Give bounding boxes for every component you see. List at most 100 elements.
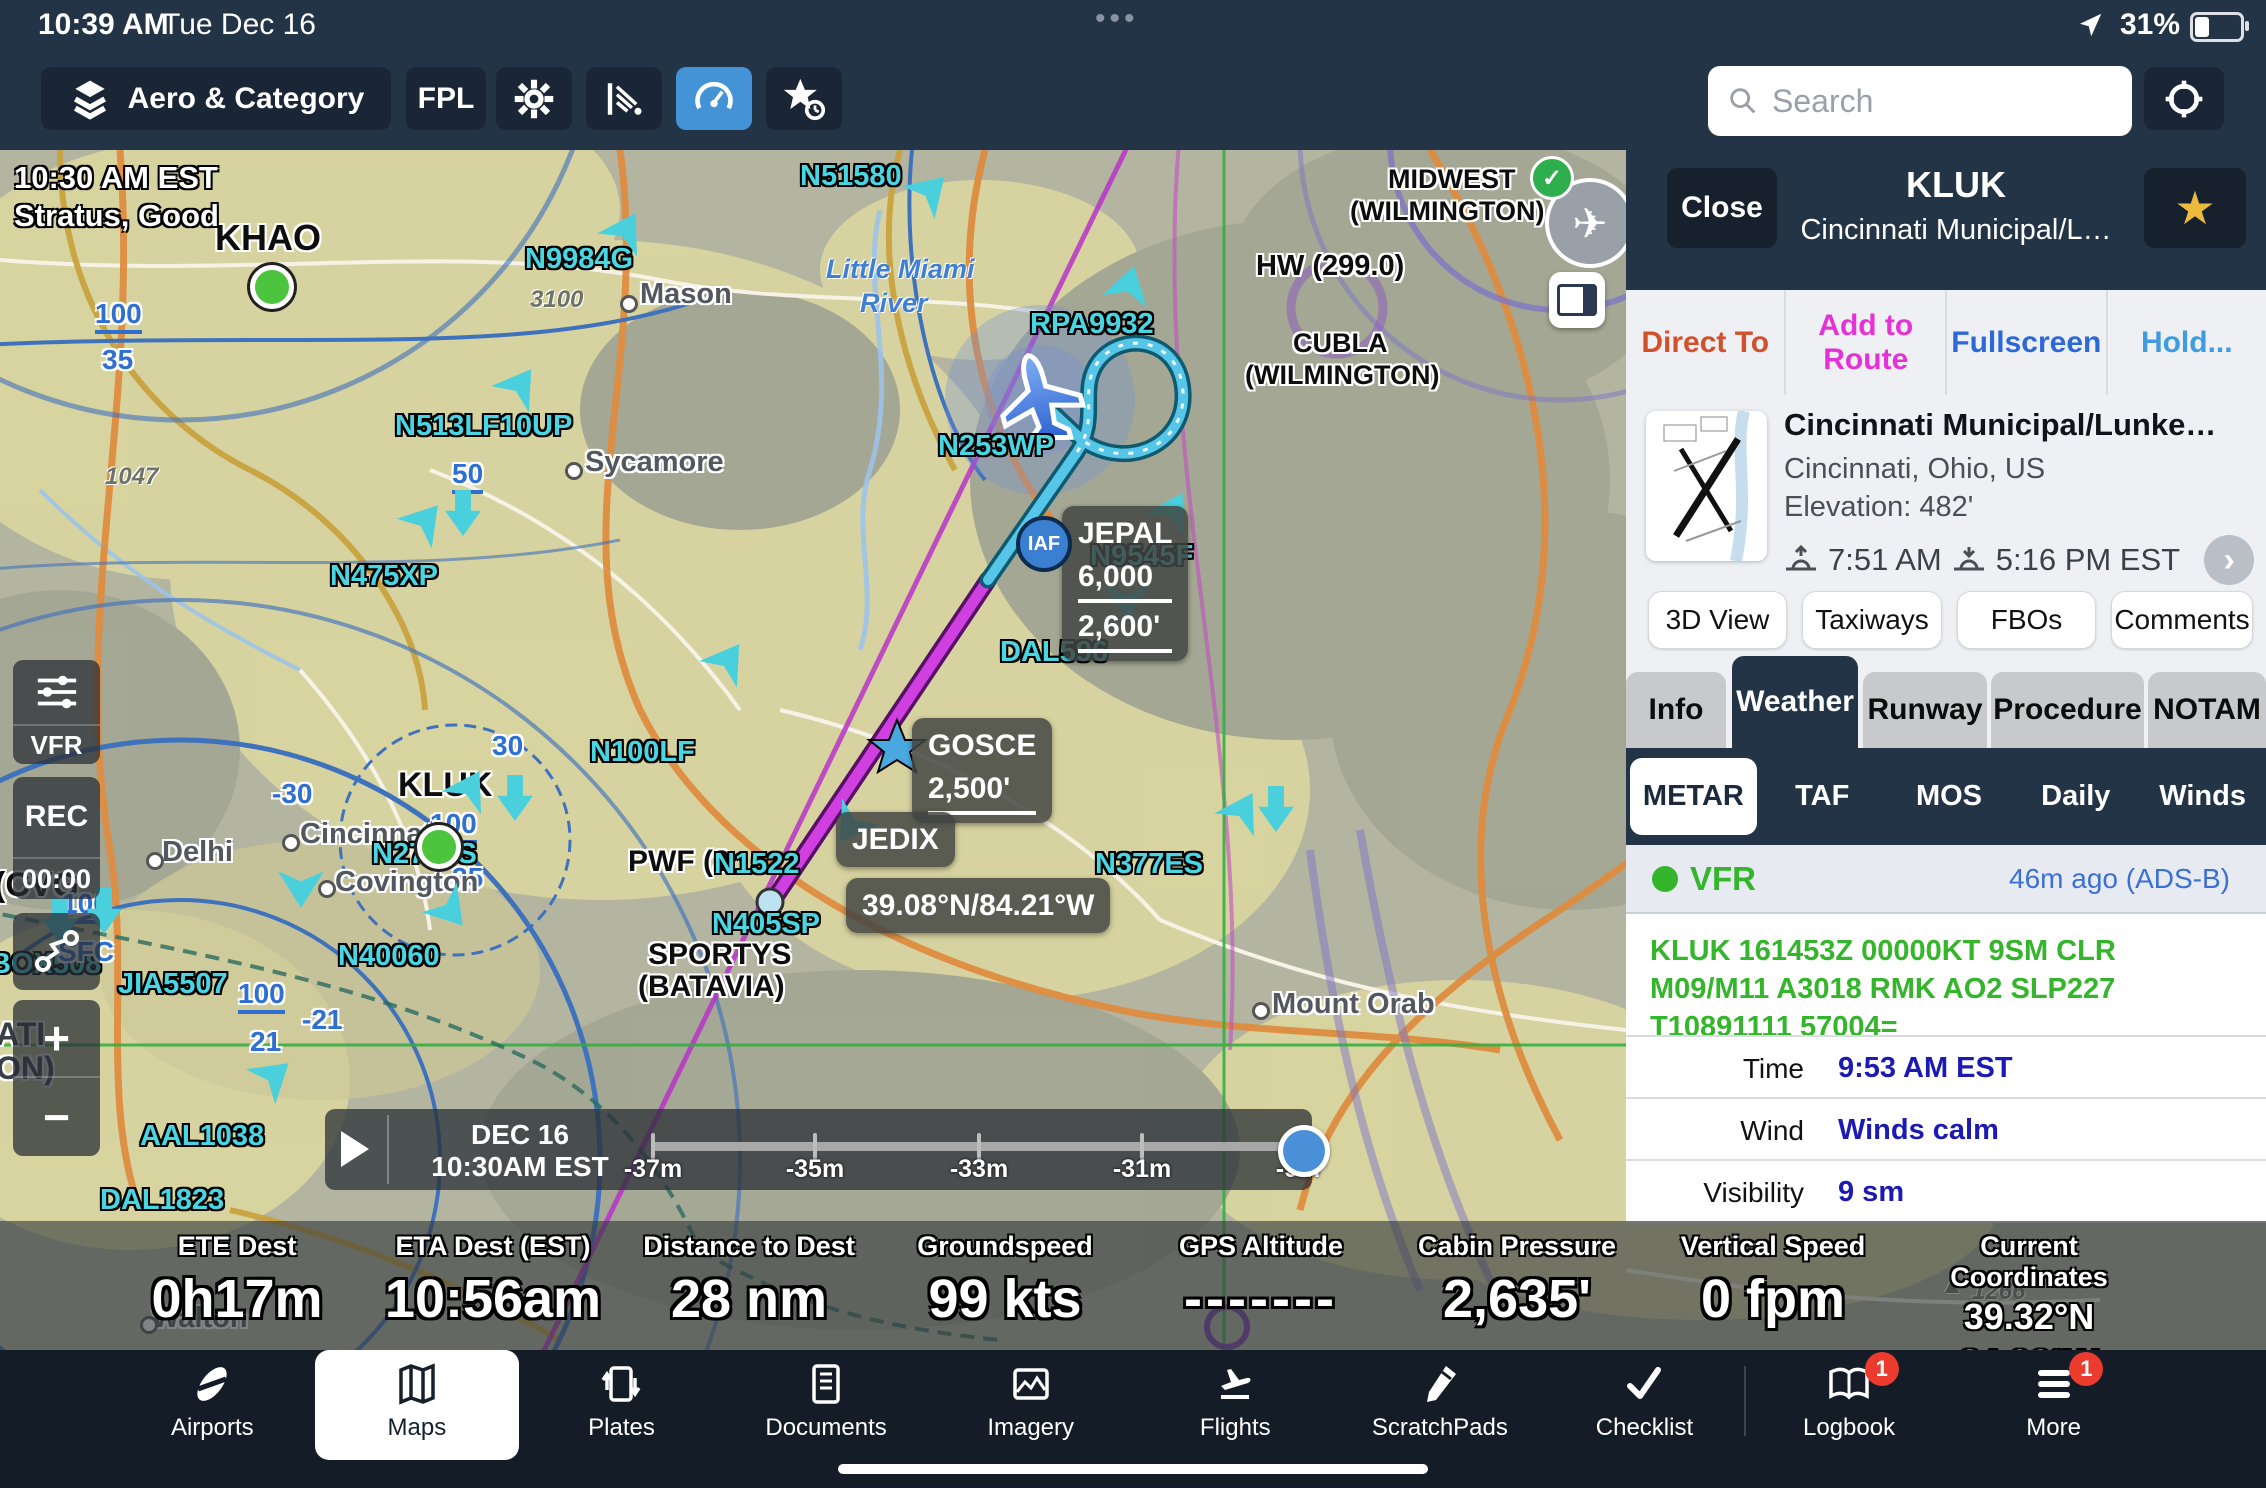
subtab-daily[interactable]: Daily [2041,780,2111,812]
imagery-icon [1012,1368,1049,1400]
clock: 10:39 AM [38,8,169,41]
favorite-button[interactable]: ★ [2144,168,2246,248]
map-label: 1047 [105,463,159,490]
hold-button[interactable]: Hold... [2140,325,2233,359]
map-label: Sycamore [585,446,724,478]
nav-airports[interactable]: Airports [110,1350,315,1488]
plates-icon [602,1366,641,1402]
map-layers-button[interactable]: Aero & Category [41,67,391,130]
map-label: 50 [452,460,484,494]
tab-weather[interactable]: Weather [1732,656,1858,748]
documents-icon [812,1364,840,1404]
instruments-button[interactable] [676,67,752,130]
action-row: Direct To Add to Route Fullscreen Hold..… [1626,290,2266,395]
traffic-arrow-icon [694,631,758,695]
groundspeed: Groundspeed 99 kts [917,1231,1093,1329]
map-label: 100 [95,300,142,334]
close-button[interactable]: Close [1667,168,1777,248]
quick-buttons: 3D View Taxiways FBOs Comments [1626,585,2266,655]
subtab-metar[interactable]: METAR [1630,758,1757,835]
airport-summary: Cincinnati Municipal/Lunke… Cincinnati, … [1626,395,2266,585]
nav-flights[interactable]: Flights [1133,1350,1338,1488]
airport-code: KLUK [1906,164,2006,205]
report-age-link[interactable]: 46m ago (ADS-B) [2009,863,2230,894]
tab-procedure[interactable]: Procedure [1991,672,2144,748]
home-indicator[interactable] [838,1464,1428,1474]
airport-diagram-thumbnail[interactable] [1646,411,1767,561]
vertical-speed: Vertical Speed 0 fpm [1680,1231,1866,1329]
panel-toggle-button[interactable] [1549,272,1605,328]
settings-button[interactable] [496,67,572,130]
map-label: Delhi [162,836,233,868]
fullscreen-button[interactable]: Fullscreen [1947,290,2108,395]
3d-view-button[interactable]: 3D View [1648,591,1787,649]
nav-checklist[interactable]: Checklist [1542,1350,1747,1488]
tab-runway[interactable]: Runway [1863,672,1987,748]
favorites-button[interactable] [766,67,842,130]
tab-notam[interactable]: NOTAM [2148,672,2266,748]
map-label: N9984G [525,243,634,275]
subtab-mos[interactable]: MOS [1915,780,1983,812]
nav-logbook[interactable]: 1 Logbook [1747,1350,1952,1488]
details-chevron-button[interactable]: › [2204,535,2255,585]
tick-label: -37m [623,1155,683,1183]
route-button[interactable] [13,913,100,990]
metar-details: Time 9:53 AM EST Wind Winds calm Visibil… [1626,1035,2266,1223]
logbook-badge: 1 [1864,1352,1899,1386]
add-to-route-button[interactable]: Add to Route [1786,290,1948,395]
play-button[interactable] [341,1131,369,1167]
record-timer: 00:00 [13,857,100,899]
nav-maps[interactable]: Maps [314,1350,520,1460]
star-icon: ★ [2174,182,2216,234]
map-label: 35 [102,344,134,375]
zoom-out-button[interactable]: − [13,1076,100,1156]
direct-to-button[interactable]: Direct To [1626,290,1787,395]
nav-more[interactable]: 1 More [1951,1350,2156,1488]
subtab-winds[interactable]: Winds [2159,780,2246,812]
ownship-center-button[interactable] [2144,67,2224,130]
map-filter-button[interactable] [13,660,100,724]
timeline-thumb[interactable] [1278,1125,1330,1177]
taxiways-button[interactable]: Taxiways [1802,591,1942,649]
gear-icon [514,79,554,118]
checkmark-icon [1627,1367,1662,1399]
date: Tue Dec 16 [162,8,316,41]
subtab-taf[interactable]: TAF [1795,780,1850,812]
timeline-track[interactable] [651,1142,1300,1151]
eta-dest: ETA Dest (EST) 10:56am [384,1231,602,1329]
map-label: N475XP [330,560,439,592]
pencil-icon [1426,1366,1456,1402]
map-label: Little Miami [826,254,975,284]
map-label: 21 [250,1026,282,1057]
logbook-icon [1829,1367,1869,1400]
tick-label: -31m [1112,1155,1172,1183]
map-label: 100 [238,980,285,1014]
airport-panel: Close KLUK Cincinnati Municipal/L… ★ Dir… [1626,150,2266,1223]
gps-altitude: GPS Altitude ------- [1178,1231,1343,1329]
city-dot-icon [318,880,336,898]
nav-plates[interactable]: Plates [519,1350,724,1488]
search-input[interactable] [1708,66,2132,136]
vfr-mode-button[interactable]: VFR [13,724,100,764]
airport-elevation: Elevation: 482' [1784,491,1974,523]
checkmark-badge: ✓ [1530,156,1574,200]
divider [387,1115,389,1184]
comments-button[interactable]: Comments [2111,591,2253,649]
sidebar-icon [1557,284,1597,316]
nav-documents[interactable]: Documents [724,1350,929,1488]
profile-view-button[interactable] [586,67,662,130]
focus-dots: ••• [1095,2,1139,35]
map-label: JIA5507 [118,968,228,1000]
nav-scratchpads[interactable]: ScratchPads [1338,1350,1543,1488]
fbos-button[interactable]: FBOs [1957,591,2096,649]
speedometer-icon [695,81,733,109]
fpl-button[interactable]: FPL [406,67,486,130]
record-button[interactable]: REC [24,800,89,833]
descent-arrow-icon [1258,786,1294,832]
map-label: CUBLA [1293,328,1388,358]
nav-imagery[interactable]: Imagery [928,1350,1133,1488]
tab-info[interactable]: Info [1626,672,1726,748]
zoom-in-button[interactable]: + [43,1012,70,1064]
map-label: DAL1823 [100,1184,225,1216]
